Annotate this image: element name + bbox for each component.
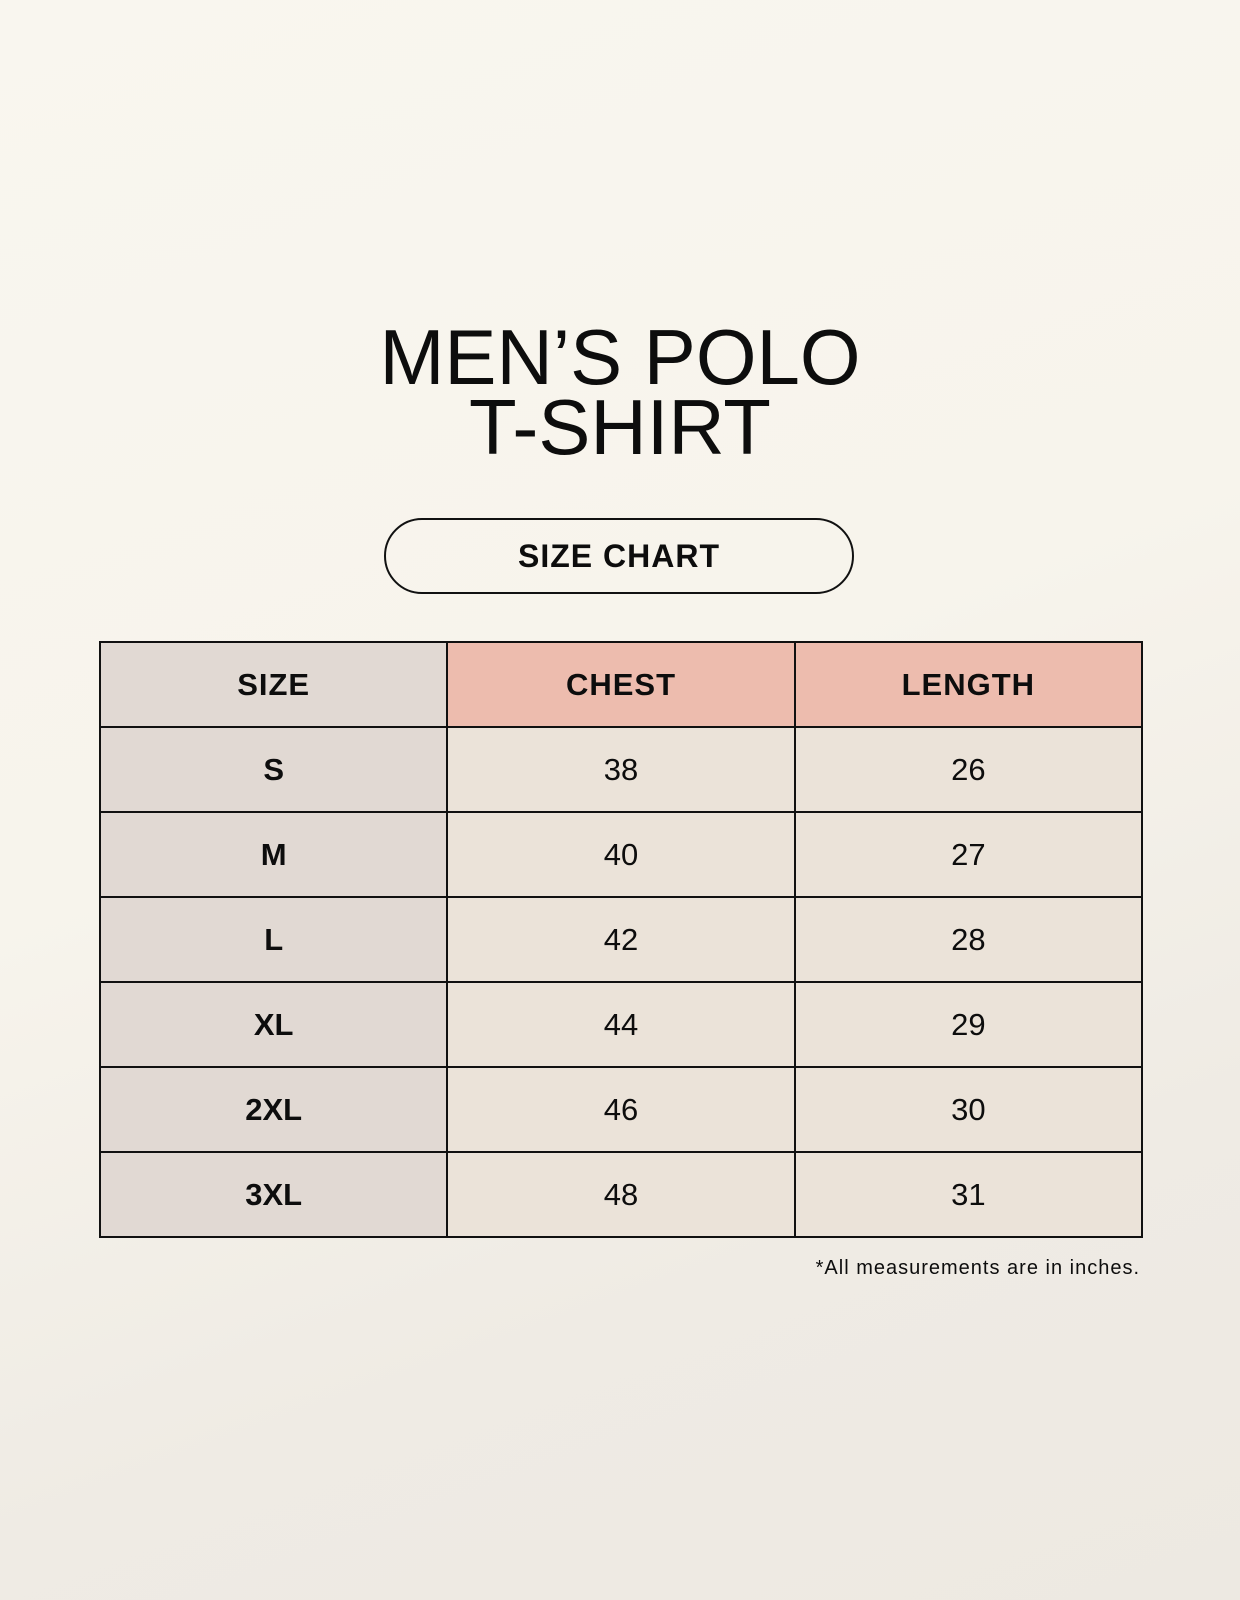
size-chart-badge: SIZE CHART — [384, 518, 854, 594]
title-line-2: T-SHIRT — [469, 383, 771, 471]
table-row: 2XL 46 30 — [98, 1066, 1144, 1153]
header-length: LENGTH — [793, 641, 1144, 728]
table-row: XL 44 29 — [98, 981, 1144, 1068]
cell-length: 26 — [793, 726, 1144, 813]
cell-length: 27 — [793, 811, 1144, 898]
cell-size: S — [98, 726, 449, 813]
footnote: *All measurements are in inches. — [815, 1257, 1140, 1279]
cell-size: M — [98, 811, 449, 898]
table-row: L 42 28 — [98, 896, 1144, 983]
cell-length: 30 — [793, 1066, 1144, 1153]
cell-size: 3XL — [98, 1151, 449, 1238]
cell-length: 29 — [793, 981, 1144, 1068]
cell-length: 28 — [793, 896, 1144, 983]
cell-size: XL — [98, 981, 449, 1068]
cell-chest: 42 — [446, 896, 796, 983]
table-row: M 40 27 — [98, 811, 1144, 898]
size-table: SIZE CHEST LENGTH S 38 26 M 40 27 L 42 28 XL 44 29 2… — [98, 641, 1144, 1238]
cell-length: 31 — [793, 1151, 1144, 1238]
cell-chest: 40 — [446, 811, 796, 898]
page-title: MEN’S POLO T-SHIRT — [0, 313, 1240, 471]
cell-chest: 46 — [446, 1066, 796, 1153]
cell-chest: 44 — [446, 981, 796, 1068]
header-chest: CHEST — [446, 641, 796, 728]
cell-size: 2XL — [98, 1066, 449, 1153]
header-size: SIZE — [98, 641, 449, 728]
table-row: 3XL 48 31 — [98, 1151, 1144, 1238]
table-row: S 38 26 — [98, 726, 1144, 813]
cell-chest: 38 — [446, 726, 796, 813]
cell-chest: 48 — [446, 1151, 796, 1238]
table-header-row: SIZE CHEST LENGTH — [98, 641, 1144, 728]
title-line-1: MEN’S POLO — [379, 313, 861, 401]
cell-size: L — [98, 896, 449, 983]
